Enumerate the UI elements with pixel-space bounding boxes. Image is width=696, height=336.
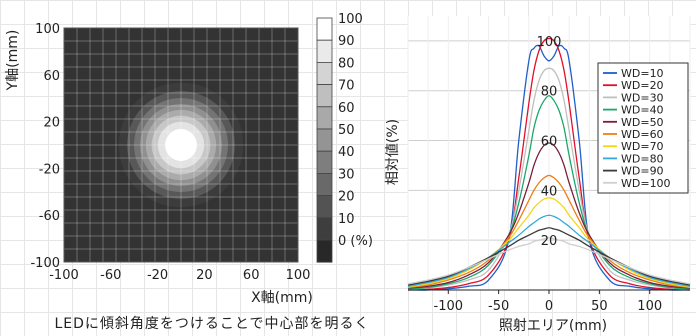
- colorbar-swatch-20: [316, 195, 333, 219]
- heatmap-y-axis-label: Y軸(mm): [5, 30, 21, 92]
- line-series-wd-50: [407, 142, 691, 289]
- colorbar-label: 70: [338, 79, 355, 94]
- heatmap-x-tick-label: 60: [243, 268, 260, 283]
- colorbar-label: 10: [338, 212, 355, 227]
- heatmap-x-tick-label: -100: [49, 268, 79, 283]
- colorbar-label: 20: [338, 190, 355, 205]
- line-chart: 100 80 60 40 20 -100 -50 0 50 100 照射エリア(mm) 相対値(…: [385, 16, 691, 334]
- heatmap-frame: [63, 27, 299, 263]
- colorbar-label: 100: [338, 12, 363, 27]
- heatmap-y-tick-label: -100: [30, 256, 60, 271]
- heatmap-grid: [64, 28, 298, 262]
- colorbar-swatch-100: [316, 17, 333, 41]
- colorbar-swatch-30: [316, 172, 333, 196]
- colorbar-swatch-50: [316, 128, 333, 152]
- line-series-wd-40: [407, 95, 691, 290]
- heatmap-x-ticks: -100 -60 -20 20 60 100: [49, 268, 310, 283]
- colorbar-label: 80: [338, 56, 355, 71]
- heatmap-y-ticks: 100 60 20 -20 -60 -100: [30, 22, 60, 271]
- legend-entry: WD=50: [621, 116, 664, 129]
- line-series-wd-10: [407, 44, 691, 291]
- colorbar-swatch-40: [316, 150, 333, 174]
- colorbar-swatch-0: [316, 239, 333, 263]
- legend-entry: WD=60: [621, 128, 664, 141]
- legend-entry: WD=100: [621, 177, 671, 190]
- line-y-value-label: 20: [541, 234, 558, 249]
- heatmap-x-axis-label: X軸(mm): [251, 290, 313, 306]
- heatmap-y-tick-label: -20: [39, 162, 60, 177]
- legend-entry: WD=40: [621, 104, 664, 117]
- colorbar-label: 90: [338, 34, 355, 49]
- line-series-wd-20: [407, 37, 691, 291]
- colorbar-label: 40: [338, 145, 355, 160]
- colorbar-swatch-80: [316, 62, 333, 86]
- line-x-tick-label: -50: [488, 299, 509, 314]
- heatmap-x-tick-label: -20: [147, 268, 168, 283]
- heatmap-x-tick-label: 100: [286, 268, 311, 283]
- colorbar-swatch-60: [316, 106, 333, 130]
- legend-entry: WD=20: [621, 79, 664, 92]
- line-y-value-labels: 100 80 60 40 20: [537, 35, 562, 249]
- colorbar-swatches: [316, 17, 333, 263]
- heatmap-chart: -100 -60 -20 20 60 100 100 60 20 -20 -60 -100 X軸(m…: [5, 22, 313, 306]
- line-series-wd-60: [407, 174, 691, 289]
- line-y-value-label: 60: [541, 135, 558, 150]
- colorbar-label: 30: [338, 167, 355, 182]
- line-y-value-label: 40: [541, 184, 558, 199]
- heatmap-x-tick-label: 20: [196, 268, 213, 283]
- colorbar-label: 50: [338, 123, 355, 138]
- line-x-axis-label: 照射エリア(mm): [499, 318, 607, 334]
- line-y-axis-label: 相対値(%): [385, 119, 401, 185]
- line-series-group: [407, 37, 691, 291]
- caption: LEDに傾斜角度をつけることで中心部を明るく: [54, 316, 369, 332]
- line-series-wd-100: [407, 237, 691, 285]
- line-y-value-label: 100: [537, 35, 562, 50]
- colorbar-swatch-90: [316, 39, 333, 63]
- heatmap-y-tick-label: -60: [39, 209, 60, 224]
- line-x-tick-label: 0: [545, 299, 553, 314]
- colorbar: 100 90 80 70 60 50 40 30 20 10 0 (%): [316, 12, 373, 263]
- legend-entry: WD=70: [621, 140, 664, 153]
- line-x-tick-label: -100: [434, 299, 464, 314]
- heatmap-rings: [118, 82, 244, 208]
- legend: WD=10WD=20WD=30WD=40WD=50WD=60WD=70WD=80…: [597, 62, 689, 194]
- legend-entry: WD=10: [621, 67, 664, 80]
- heatmap-x-tick-label: -60: [100, 268, 121, 283]
- line-x-tick-label: 100: [637, 299, 662, 314]
- legend-entry: WD=90: [621, 165, 664, 178]
- colorbar-swatch-70: [316, 84, 333, 108]
- heatmap-y-tick-label: 60: [43, 69, 60, 84]
- heatmap-y-tick-label: 20: [43, 116, 60, 131]
- colorbar-label: 0 (%): [338, 234, 373, 249]
- line-y-value-label: 80: [541, 85, 558, 100]
- legend-entry: WD=30: [621, 91, 664, 104]
- legend-entry: WD=80: [621, 152, 664, 165]
- line-x-ticks: -100 -50 0 50 100: [434, 290, 662, 314]
- colorbar-swatch-10: [316, 217, 333, 241]
- heatmap-y-tick-label: 100: [35, 22, 60, 37]
- colorbar-label: 60: [338, 101, 355, 116]
- line-x-tick-label: 50: [591, 299, 608, 314]
- heatmap-ring-100: [172, 136, 190, 154]
- colorbar-labels: 100 90 80 70 60 50 40 30 20 10 0 (%): [338, 12, 373, 249]
- line-series-wd-90: [407, 227, 691, 286]
- line-series-wd-30: [407, 67, 691, 290]
